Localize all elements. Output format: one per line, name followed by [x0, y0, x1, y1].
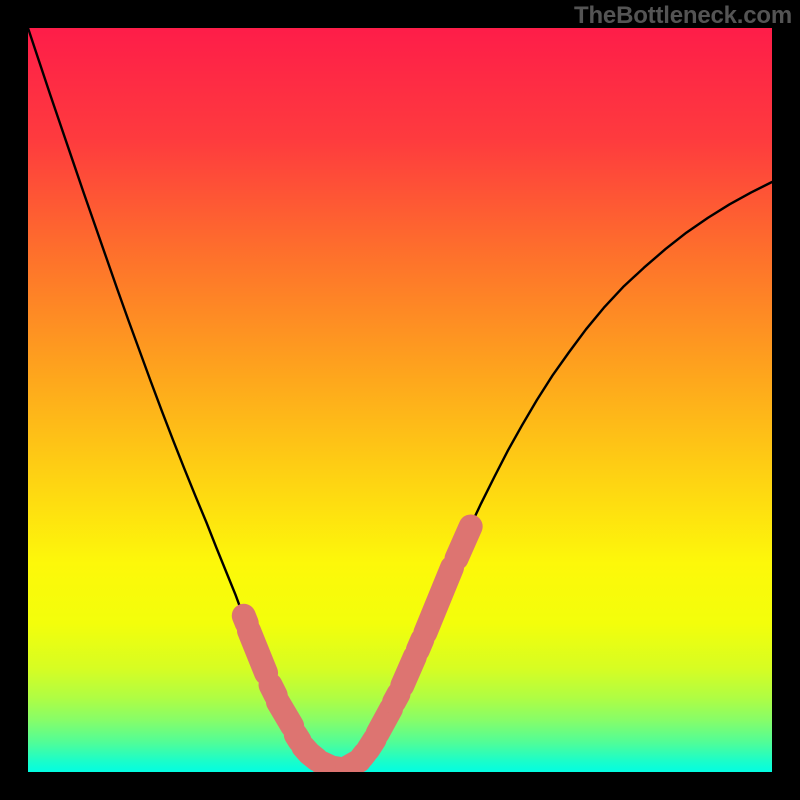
chart-frame: TheBottleneck.com [0, 0, 800, 800]
chart-background [28, 28, 772, 772]
chart-plot-area [28, 28, 772, 772]
bottleneck-curve-chart [28, 28, 772, 772]
watermark-text: TheBottleneck.com [574, 2, 792, 30]
